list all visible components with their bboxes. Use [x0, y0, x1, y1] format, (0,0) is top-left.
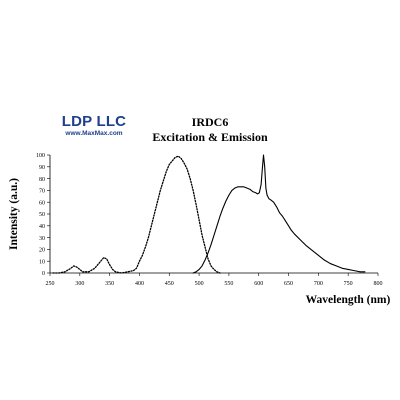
- x-tick-label: 500: [195, 281, 204, 287]
- x-tick-label: 400: [135, 281, 144, 287]
- y-tick-label: 60: [39, 200, 45, 206]
- y-tick-label: 100: [36, 153, 45, 159]
- y-tick-label: 20: [39, 248, 45, 254]
- emission-series-line: [192, 154, 366, 274]
- x-tick-label: 650: [284, 281, 293, 287]
- chart-title: IRDC6: [191, 115, 229, 129]
- y-axis-label: Intensity (a.u.): [8, 178, 20, 250]
- x-tick-label: 800: [374, 281, 383, 287]
- y-tick-label: 70: [39, 189, 45, 195]
- excitation-series-line: [52, 155, 221, 274]
- x-tick-label: 550: [224, 281, 233, 287]
- x-tick-label: 300: [75, 281, 84, 287]
- x-tick-label: 700: [314, 281, 323, 287]
- chart-title-block: IRDC6 Excitation & Emission: [120, 114, 300, 145]
- y-tick-label: 30: [39, 236, 45, 242]
- y-tick-label: 0: [42, 271, 45, 277]
- logo-url: www.MaxMax.com: [65, 130, 123, 137]
- chart-subtitle: Excitation & Emission: [152, 130, 268, 144]
- y-tick-label: 90: [39, 165, 45, 171]
- y-tick-label: 40: [39, 224, 45, 230]
- logo-name: LDP LLC: [61, 113, 127, 130]
- x-tick-label: 750: [344, 281, 353, 287]
- x-tick-label: 250: [46, 281, 55, 287]
- x-tick-label: 350: [105, 281, 114, 287]
- y-tick-label: 10: [39, 259, 45, 265]
- y-tick-label: 50: [39, 212, 45, 218]
- x-tick-label: 450: [165, 281, 174, 287]
- x-tick-label: 600: [254, 281, 263, 287]
- x-axis-label: Wavelength (nm): [306, 294, 391, 306]
- y-tick-label: 80: [39, 177, 45, 183]
- company-logo: LDP LLC www.MaxMax.com: [58, 114, 130, 138]
